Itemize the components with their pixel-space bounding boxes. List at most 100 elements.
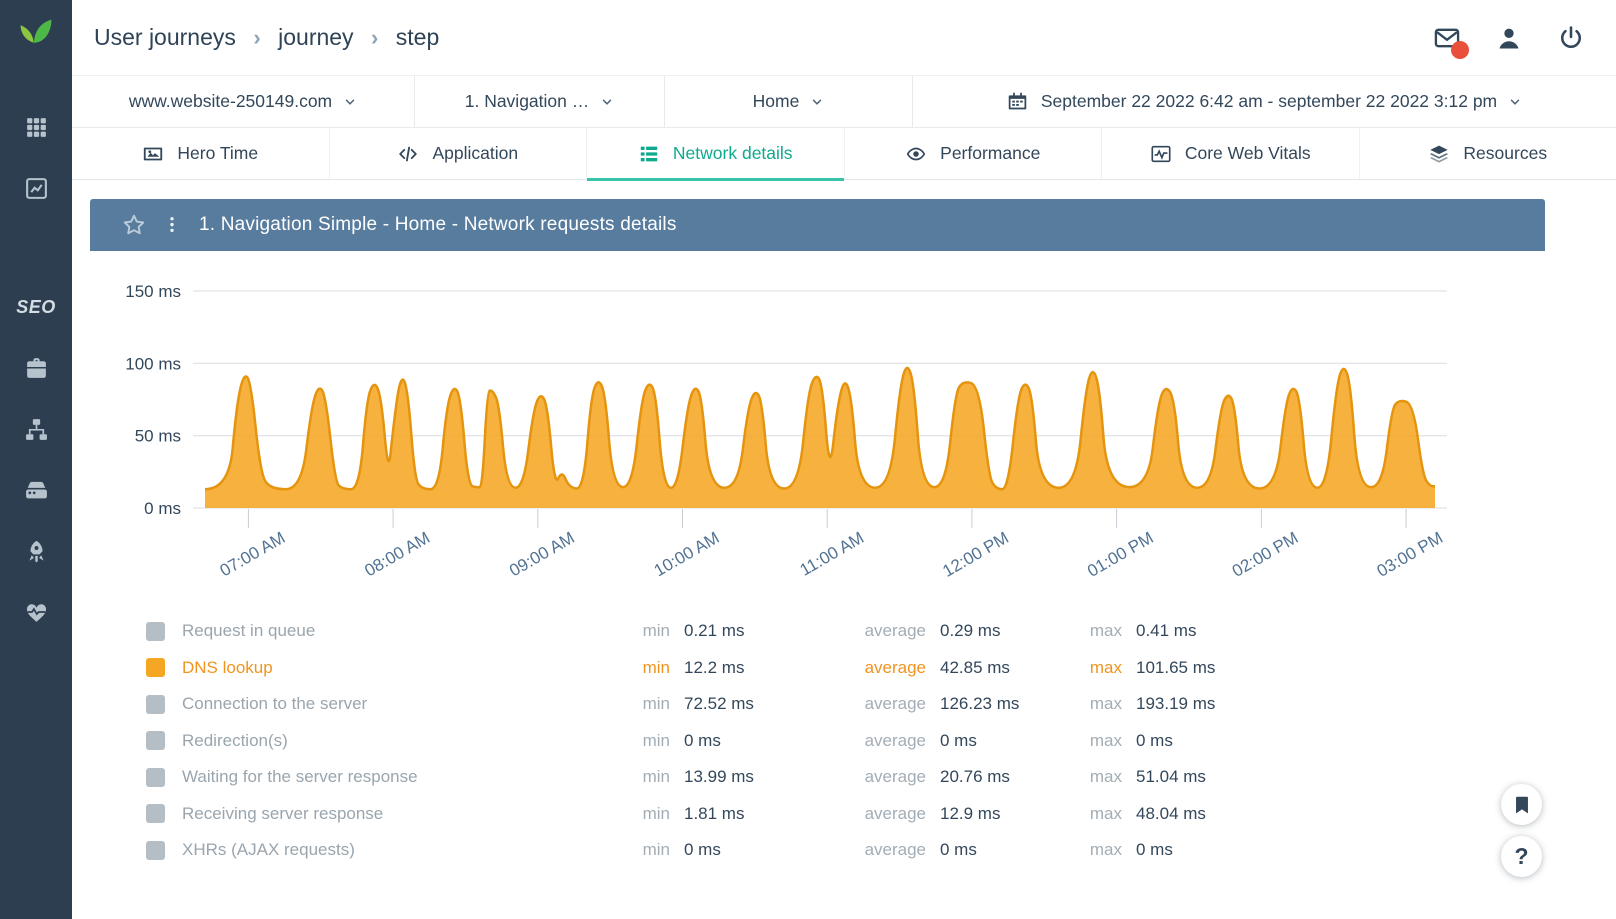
tab-label: Network details: [672, 143, 793, 163]
svg-text:10:00 AM: 10:00 AM: [651, 528, 723, 580]
panel-title: 1. Navigation Simple - Home - Network re…: [199, 214, 677, 235]
min-label: min: [642, 840, 670, 860]
breadcrumb-user-journeys[interactable]: User journeys: [94, 24, 236, 50]
sidebar-item-seo[interactable]: SEO: [16, 296, 56, 317]
average-label: average: [864, 803, 926, 823]
breadcrumb-journey[interactable]: journey: [278, 24, 354, 50]
filter-bar: www.website-250149.com 1. Navigation … H…: [72, 76, 1616, 128]
max-label: max: [1089, 767, 1122, 787]
analytics-icon[interactable]: [16, 168, 56, 208]
chevron-down-icon: [1508, 95, 1522, 109]
messages-button[interactable]: [1432, 23, 1469, 59]
max-value: 193.19 ms: [1136, 694, 1216, 714]
svg-text:07:00 AM: 07:00 AM: [217, 528, 289, 580]
content-area: 1. Navigation Simple - Home - Network re…: [72, 180, 1616, 919]
average-value: 42.85 ms: [940, 657, 1010, 677]
svg-text:09:00 AM: 09:00 AM: [506, 528, 578, 580]
svg-text:03:00 PM: 03:00 PM: [1374, 528, 1447, 581]
date-range-dropdown[interactable]: September 22 2022 6:42 am - september 22…: [913, 76, 1616, 127]
chevron-right-icon: ›: [371, 25, 379, 50]
min-value: 0.21 ms: [684, 621, 745, 641]
favorite-star-icon[interactable]: [121, 212, 147, 238]
apps-grid-icon[interactable]: [16, 107, 56, 147]
series-checkbox[interactable]: [146, 804, 165, 824]
account-button[interactable]: [1494, 23, 1524, 53]
svg-text:100 ms: 100 ms: [125, 354, 181, 373]
breadcrumb-step: step: [395, 24, 440, 50]
series-checkbox[interactable]: [146, 840, 165, 860]
series-label: Waiting for the server response: [182, 767, 418, 787]
max-value: 0 ms: [1136, 840, 1173, 860]
panel-header: 1. Navigation Simple - Home - Network re…: [90, 199, 1545, 251]
svg-text:150 ms: 150 ms: [125, 282, 181, 301]
min-label: min: [642, 767, 670, 787]
logout-button[interactable]: [1556, 23, 1586, 53]
help-question-label: ?: [1514, 843, 1529, 869]
min-value: 12.2 ms: [684, 657, 745, 677]
sitemap-icon[interactable]: [16, 409, 56, 449]
chart-legend: Request in queue min 0.21 ms average 0.29 ms…: [90, 613, 1545, 869]
svg-text:02:00 PM: 02:00 PM: [1229, 528, 1302, 581]
svg-text:50 ms: 50 ms: [135, 427, 181, 446]
tab-hero-time[interactable]: Hero Time: [72, 128, 330, 179]
legend-row-receiving-server-response[interactable]: Receiving server response min 1.81 ms avera…: [90, 796, 1545, 833]
legend-row-waiting-for-the-server-response[interactable]: Waiting for the server response min 13.99 …: [90, 759, 1545, 796]
average-value: 0 ms: [940, 840, 977, 860]
health-icon[interactable]: [16, 592, 56, 632]
max-label: max: [1089, 803, 1122, 823]
svg-text:11:00 AM: 11:00 AM: [797, 528, 868, 580]
tab-label: Resources: [1463, 143, 1548, 163]
tab-core-web-vitals[interactable]: Core Web Vitals: [1102, 128, 1360, 179]
step-dropdown[interactable]: Home: [665, 76, 913, 127]
tab-application[interactable]: Application: [330, 128, 587, 179]
code-icon: [397, 143, 419, 165]
average-value: 12.9 ms: [940, 803, 1001, 823]
kebab-menu-icon[interactable]: [162, 214, 182, 236]
average-label: average: [864, 694, 926, 714]
average-label: average: [864, 767, 926, 787]
max-value: 101.65 ms: [1136, 657, 1216, 677]
app-logo-icon[interactable]: [14, 13, 58, 57]
help-button[interactable]: ?: [1501, 836, 1542, 877]
sidebar-nav: SEO: [16, 107, 56, 653]
topbar-actions: [1432, 23, 1586, 59]
rocket-icon[interactable]: [16, 531, 56, 571]
series-label: DNS lookup: [182, 657, 273, 677]
tab-bar: Hero Time Application Network details Perfo…: [72, 128, 1616, 181]
average-label: average: [864, 621, 926, 641]
legend-row-request-in-queue[interactable]: Request in queue min 0.21 ms average 0.29 ms…: [90, 613, 1545, 650]
min-value: 1.81 ms: [684, 803, 745, 823]
max-label: max: [1089, 657, 1122, 677]
legend-row-dns-lookup[interactable]: DNS lookup min 12.2 ms average 42.85 ms max 10…: [90, 650, 1545, 687]
tab-label: Core Web Vitals: [1184, 143, 1311, 163]
series-checkbox[interactable]: [146, 694, 165, 714]
tab-resources[interactable]: Resources: [1360, 128, 1616, 179]
min-value: 0 ms: [684, 730, 721, 750]
toolbox-icon[interactable]: [16, 348, 56, 388]
bookmark-button[interactable]: [1501, 784, 1542, 825]
series-checkbox[interactable]: [146, 621, 165, 641]
chevron-down-icon: [810, 95, 824, 109]
server-icon[interactable]: [16, 470, 56, 510]
min-label: min: [642, 803, 670, 823]
date-range-value: September 22 2022 6:42 am - september 22…: [1040, 91, 1498, 111]
step-dropdown-value: Home: [752, 91, 800, 111]
network-timing-chart: 150 ms 100 ms 50 ms 0 ms 07:00 AM 08:00 AM 09:…: [125, 282, 1447, 581]
legend-row-redirection-s[interactable]: Redirection(s) min 0 ms average 0 ms max 0 ms: [90, 723, 1545, 760]
average-value: 0.29 ms: [940, 621, 1001, 641]
series-label: Receiving server response: [182, 803, 384, 823]
tab-label: Hero Time: [177, 143, 259, 163]
svg-text:12:00 PM: 12:00 PM: [939, 528, 1012, 581]
tab-performance[interactable]: Performance: [845, 128, 1102, 179]
series-checkbox[interactable]: [146, 767, 165, 787]
tab-network-details[interactable]: Network details: [587, 128, 845, 181]
legend-row-connection-to-the-server[interactable]: Connection to the server min 72.52 ms avera…: [90, 686, 1545, 723]
journey-dropdown[interactable]: 1. Navigation …: [415, 76, 665, 127]
series-checkbox[interactable]: [146, 731, 165, 751]
series-checkbox[interactable]: [146, 658, 165, 678]
legend-row-xhrs-ajax-requests[interactable]: XHRs (AJAX requests) min 0 ms average 0 ms ma…: [90, 832, 1545, 869]
website-dropdown[interactable]: www.website-250149.com: [72, 76, 415, 127]
min-value: 0 ms: [684, 840, 721, 860]
